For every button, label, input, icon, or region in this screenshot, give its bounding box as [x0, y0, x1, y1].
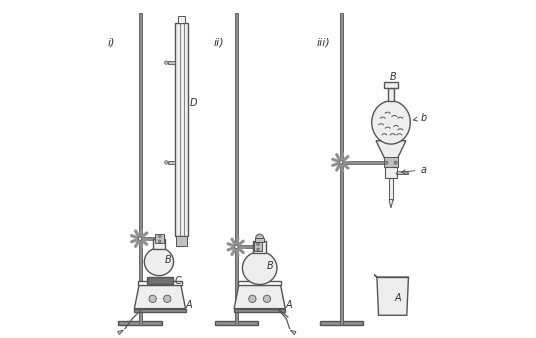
Circle shape — [158, 235, 161, 237]
Text: iii): iii) — [316, 38, 330, 48]
Ellipse shape — [242, 252, 277, 285]
Bar — [235, 13, 238, 325]
Text: b: b — [413, 113, 427, 123]
Circle shape — [394, 161, 397, 164]
Polygon shape — [135, 285, 185, 309]
Circle shape — [158, 240, 161, 243]
Bar — [175, 23, 188, 236]
Text: ii): ii) — [213, 38, 224, 48]
Bar — [178, 16, 185, 23]
Bar — [254, 242, 262, 251]
Text: C: C — [175, 276, 181, 286]
Bar — [253, 241, 266, 253]
Bar — [215, 321, 258, 325]
Bar — [341, 161, 388, 164]
Circle shape — [257, 243, 259, 245]
Bar — [176, 236, 187, 246]
Circle shape — [385, 161, 388, 164]
Circle shape — [257, 248, 259, 251]
Polygon shape — [389, 199, 393, 208]
Bar — [236, 245, 255, 248]
Circle shape — [165, 61, 168, 64]
Ellipse shape — [372, 101, 410, 144]
Polygon shape — [377, 277, 408, 315]
Circle shape — [339, 161, 343, 164]
Bar — [153, 239, 165, 249]
Bar — [319, 321, 363, 325]
Text: A: A — [285, 300, 292, 310]
Polygon shape — [376, 141, 406, 164]
Circle shape — [249, 295, 256, 303]
Bar — [138, 13, 142, 325]
Circle shape — [235, 245, 238, 248]
Text: B: B — [165, 255, 172, 265]
Bar — [168, 161, 175, 164]
Text: A: A — [394, 293, 401, 303]
Bar — [389, 88, 393, 101]
Bar — [340, 13, 343, 325]
Bar — [384, 81, 398, 88]
Polygon shape — [234, 285, 285, 309]
Bar — [238, 281, 281, 285]
Bar — [147, 277, 173, 284]
Polygon shape — [117, 330, 123, 335]
Bar — [389, 178, 393, 199]
Bar — [385, 167, 397, 178]
Bar — [168, 62, 175, 64]
Text: D: D — [190, 97, 197, 107]
Text: a: a — [401, 165, 426, 175]
Bar — [397, 171, 407, 174]
Bar — [234, 309, 286, 312]
Circle shape — [256, 234, 264, 242]
Bar — [138, 281, 182, 285]
Text: A: A — [185, 300, 192, 310]
Bar — [155, 234, 164, 243]
Circle shape — [149, 295, 157, 303]
Circle shape — [163, 295, 171, 303]
Circle shape — [138, 237, 142, 240]
Ellipse shape — [144, 248, 174, 276]
Bar — [255, 238, 264, 242]
Bar — [384, 158, 398, 167]
Polygon shape — [291, 330, 296, 335]
Text: i): i) — [108, 38, 115, 48]
Circle shape — [165, 161, 168, 164]
Text: B: B — [389, 72, 396, 82]
Text: B: B — [267, 261, 274, 271]
Bar — [134, 309, 185, 312]
Circle shape — [263, 295, 271, 303]
Bar — [118, 321, 162, 325]
Bar — [140, 237, 155, 240]
